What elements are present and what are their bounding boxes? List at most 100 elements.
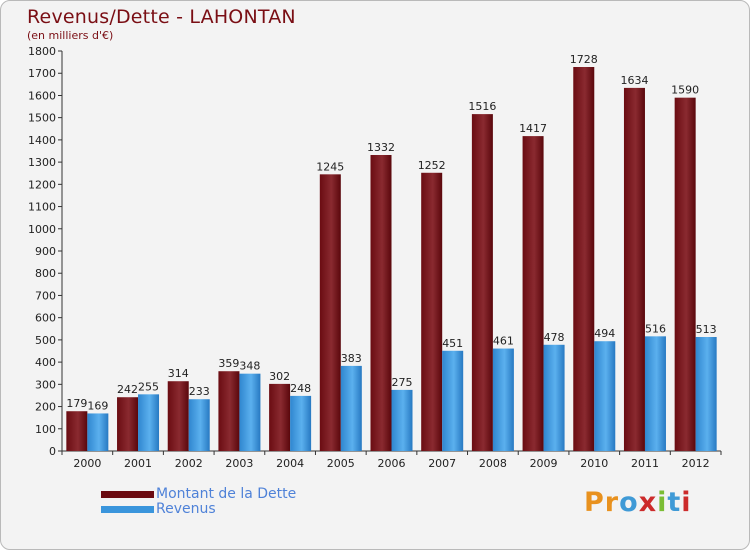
bar-debt-2010 — [573, 67, 595, 451]
bar-revenue-2001 — [138, 394, 160, 451]
x-tick-label: 2003 — [225, 457, 253, 470]
y-tick-label: 0 — [49, 445, 56, 458]
data-label-debt-2007: 1252 — [418, 159, 446, 172]
data-label-debt-2000: 179 — [66, 397, 87, 410]
legend-swatch-revenue — [101, 506, 154, 513]
y-tick-label: 600 — [35, 312, 56, 325]
logo-letter: i — [681, 487, 692, 518]
y-tick-label: 1400 — [28, 134, 56, 147]
y-tick-label: 1300 — [28, 156, 56, 169]
bar-debt-2006 — [370, 155, 392, 451]
data-label-revenue-2007: 451 — [442, 337, 463, 350]
bar-revenue-2004 — [290, 395, 312, 451]
data-label-revenue-2001: 255 — [138, 380, 159, 393]
y-tick-label: 1600 — [28, 89, 56, 102]
bar-debt-2008 — [471, 114, 493, 451]
data-label-debt-2005: 1245 — [316, 160, 344, 173]
y-tick-label: 1000 — [28, 223, 56, 236]
chart-title: Revenus/Dette - LAHONTAN — [27, 6, 296, 28]
logo-letter: t — [667, 487, 682, 518]
x-tick-label: 2006 — [378, 457, 406, 470]
x-tick-label: 2005 — [327, 457, 355, 470]
bar-debt-2011 — [623, 87, 645, 451]
y-tick-label: 1100 — [28, 201, 56, 214]
data-label-debt-2011: 1634 — [620, 74, 648, 87]
data-label-debt-2008: 1516 — [468, 100, 496, 113]
bar-revenue-2011 — [644, 336, 666, 451]
bar-revenue-2009 — [543, 344, 565, 451]
bar-debt-2004 — [269, 383, 291, 451]
y-tick-label: 500 — [35, 334, 56, 347]
y-tick-label: 1500 — [28, 112, 56, 125]
logo-letter: x — [638, 487, 658, 518]
data-label-revenue-2010: 494 — [594, 327, 615, 340]
bar-debt-2007 — [421, 172, 443, 451]
data-label-revenue-2004: 248 — [290, 382, 311, 395]
data-label-debt-2004: 302 — [269, 370, 290, 383]
chart-subtitle: (en milliers d'€) — [27, 29, 114, 42]
x-tick-label: 2007 — [428, 457, 456, 470]
bar-revenue-2005 — [340, 365, 362, 451]
x-tick-label: 2009 — [530, 457, 558, 470]
bar-debt-2012 — [674, 97, 696, 452]
bar-debt-2003 — [218, 371, 240, 451]
data-label-revenue-2000: 169 — [87, 399, 108, 412]
y-tick-label: 1200 — [28, 178, 56, 191]
bar-debt-2001 — [117, 397, 139, 451]
data-label-debt-2001: 242 — [117, 383, 138, 396]
data-label-revenue-2008: 461 — [493, 335, 514, 348]
data-label-revenue-2002: 233 — [189, 385, 210, 398]
bar-revenue-2003 — [239, 373, 261, 451]
data-label-debt-2010: 1728 — [570, 53, 598, 66]
data-label-debt-2009: 1417 — [519, 122, 547, 135]
data-label-debt-2003: 359 — [218, 357, 239, 370]
data-label-revenue-2011: 516 — [645, 322, 666, 335]
bar-revenue-2006 — [391, 389, 413, 451]
data-label-debt-2002: 314 — [168, 367, 189, 380]
proxiti-logo: Proxiti — [584, 487, 692, 518]
bar-debt-2002 — [167, 381, 189, 451]
x-tick-label: 2001 — [124, 457, 152, 470]
data-label-debt-2012: 1590 — [671, 84, 699, 97]
bar-revenue-2012 — [695, 337, 717, 451]
y-tick-label: 1700 — [28, 67, 56, 80]
legend-label-revenue: Revenus — [156, 501, 216, 517]
data-label-debt-2006: 1332 — [367, 141, 395, 154]
bar-debt-2005 — [319, 174, 341, 452]
y-tick-label: 800 — [35, 267, 56, 280]
y-tick-label: 100 — [35, 423, 56, 436]
bar-revenue-2000 — [87, 413, 109, 451]
x-tick-label: 2010 — [580, 457, 608, 470]
x-tick-label: 2011 — [631, 457, 659, 470]
y-tick-label: 900 — [35, 245, 56, 258]
y-tick-label: 400 — [35, 356, 56, 369]
y-tick-label: 300 — [35, 378, 56, 391]
bar-revenue-2007 — [442, 350, 464, 451]
logo-letter: r — [604, 487, 620, 518]
bar-debt-2000 — [66, 411, 88, 451]
bar-debt-2009 — [522, 136, 544, 451]
data-label-revenue-2012: 513 — [696, 323, 717, 336]
x-tick-label: 2008 — [479, 457, 507, 470]
data-label-revenue-2005: 383 — [341, 352, 362, 365]
bar-revenue-2008 — [492, 348, 514, 451]
logo-letter: i — [657, 487, 668, 518]
logo-letter: o — [619, 487, 639, 518]
logo-letter: P — [584, 487, 605, 518]
x-tick-label: 2012 — [682, 457, 710, 470]
y-tick-label: 1800 — [28, 45, 56, 58]
data-label-revenue-2003: 348 — [239, 360, 260, 373]
x-tick-label: 2004 — [276, 457, 304, 470]
x-tick-label: 2002 — [175, 457, 203, 470]
data-label-revenue-2006: 275 — [392, 376, 413, 389]
legend-swatch-debt — [101, 491, 154, 498]
data-label-revenue-2009: 478 — [544, 331, 565, 344]
bar-revenue-2010 — [594, 341, 616, 451]
y-tick-label: 200 — [35, 401, 56, 414]
legend-label-debt: Montant de la Dette — [156, 486, 297, 502]
y-tick-label: 700 — [35, 289, 56, 302]
bar-revenue-2002 — [188, 399, 210, 451]
x-tick-label: 2000 — [73, 457, 101, 470]
